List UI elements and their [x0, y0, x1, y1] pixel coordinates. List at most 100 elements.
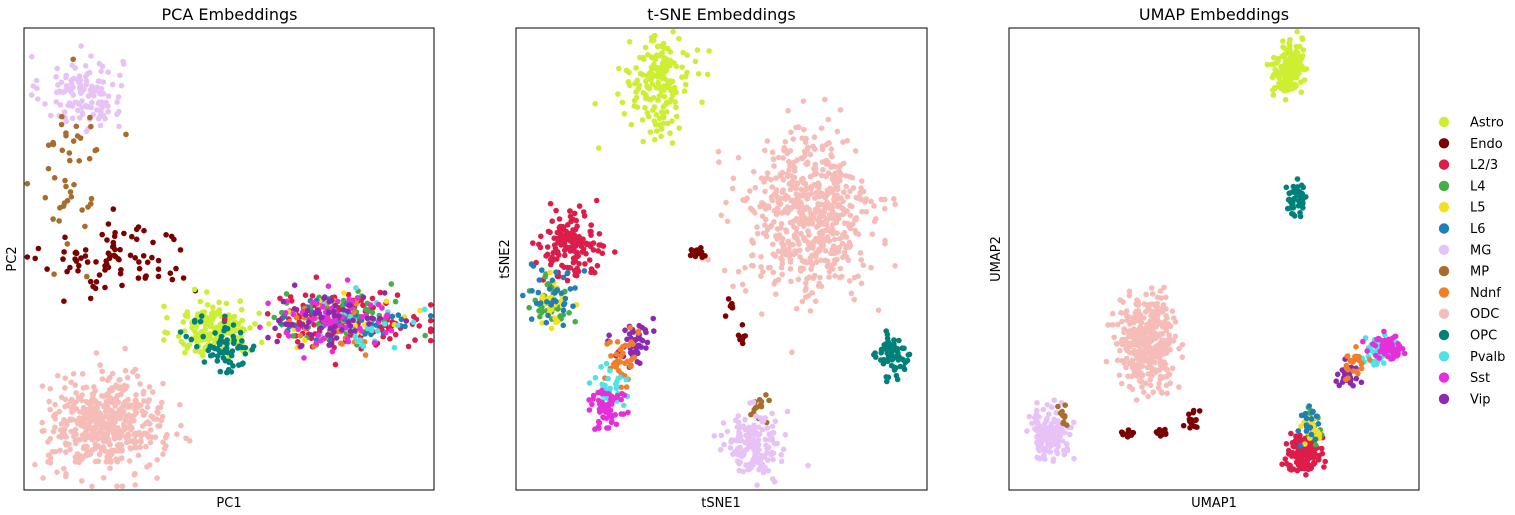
umap-point-mp: [1062, 402, 1068, 409]
tsne-point-odc: [773, 291, 779, 298]
pca-point-l5: [417, 307, 423, 314]
umap-point-opc: [1300, 200, 1306, 206]
pca-point-pvalb: [359, 342, 366, 349]
tsne-point-odc: [823, 157, 830, 164]
legend-item-opc: OPC: [1438, 329, 1497, 344]
pca-point-astro: [258, 339, 265, 346]
legend-item-sst: Sst: [1438, 371, 1490, 386]
tsne-point-mg: [769, 423, 776, 430]
umap-point-odc: [1154, 300, 1160, 307]
tsne-point-mg: [740, 452, 746, 459]
tsne-title: t-SNE Embeddings: [647, 5, 795, 24]
tsne-point-vip: [624, 336, 630, 343]
pca-xlabel: PC1: [216, 496, 241, 511]
pca-point-endo: [93, 279, 100, 285]
tsne-point-odc: [789, 204, 796, 210]
umap-point-odc: [1125, 342, 1131, 348]
tsne-point-l2-3: [570, 227, 576, 233]
tsne-point-endo: [699, 254, 705, 260]
legend-marker: [1438, 202, 1450, 213]
tsne-point-odc: [823, 173, 829, 180]
pca-point-odc: [119, 446, 125, 453]
tsne-point-mp: [758, 401, 764, 408]
pca-point-vip: [332, 323, 338, 330]
pca-point-odc: [108, 447, 115, 454]
pca-point-endo: [93, 259, 99, 265]
umap-point-odc: [1134, 339, 1140, 346]
umap-point-l6: [1303, 428, 1310, 434]
legend-label: MG: [1470, 243, 1491, 258]
pca-point-vip: [298, 343, 304, 350]
tsne-point-astro: [653, 128, 660, 134]
tsne-point-odc: [845, 257, 851, 264]
legend-label: Ndnf: [1470, 286, 1501, 301]
pca-point-vip: [299, 321, 306, 328]
tsne-point-mg: [753, 443, 760, 450]
pca-point-endo: [116, 256, 122, 263]
tsne-point-odc: [718, 212, 725, 219]
pca-point-l2-3: [302, 292, 309, 299]
legend-marker: [1438, 372, 1450, 383]
umap-point-odc: [1157, 361, 1163, 367]
umap-point-opc: [1294, 176, 1301, 182]
tsne-point-l2-3: [572, 272, 578, 279]
tsne-point-astro: [663, 109, 670, 115]
pca-point-mg: [117, 72, 123, 79]
umap-point-mg: [1067, 431, 1073, 438]
umap-point-astro: [1278, 64, 1284, 70]
tsne-point-mg: [778, 452, 784, 458]
tsne-point-sst: [595, 418, 602, 425]
umap-point-astro: [1264, 61, 1271, 68]
pca-point-mg: [61, 109, 68, 115]
pca-point-endo: [129, 233, 135, 240]
umap-point-odc: [1103, 358, 1110, 365]
pca-point-mg: [34, 85, 40, 92]
tsne-point-odc: [730, 283, 736, 290]
pca-point-odc: [133, 409, 140, 416]
umap-point-odc: [1161, 324, 1167, 330]
pca-point-odc: [85, 424, 92, 430]
pca-point-endo: [67, 264, 73, 271]
pca-point-endo: [136, 265, 143, 272]
tsne-point-l2-3: [549, 218, 555, 224]
pca-point-endo: [144, 259, 151, 266]
tsne-point-sst: [589, 401, 595, 408]
pca-point-astro: [186, 342, 192, 348]
legend-item-pvalb: Pvalb: [1438, 350, 1505, 365]
tsne-point-astro: [663, 101, 669, 108]
umap-point-mg: [1026, 413, 1033, 420]
tsne-point-astro: [666, 62, 673, 69]
tsne-point-odc: [800, 98, 807, 104]
pca-point-odc: [160, 380, 166, 387]
pca-point-astro: [164, 314, 170, 321]
legend-marker: [1438, 308, 1450, 319]
tsne-point-l2-3: [569, 217, 575, 223]
pca-point-mp: [123, 131, 129, 138]
umap-point-endo: [1190, 407, 1197, 414]
pca-point-endo: [110, 243, 117, 249]
pca-point-endo: [136, 259, 142, 265]
umap-point-odc: [1152, 359, 1158, 366]
pca-point-mg: [88, 104, 94, 111]
pca-point-odc: [82, 411, 89, 418]
tsne-point-odc: [794, 180, 800, 186]
pca-point-astro: [256, 310, 263, 317]
pca-point-endo: [35, 245, 42, 252]
umap-point-odc: [1149, 285, 1155, 291]
pca-point-mg: [98, 86, 105, 92]
pca-point-mp: [88, 195, 95, 202]
umap-point-odc: [1125, 373, 1131, 380]
pca-point-odc: [92, 425, 98, 432]
tsne-point-mg: [767, 436, 773, 443]
tsne-point-odc: [822, 96, 828, 103]
tsne-point-odc: [828, 146, 835, 152]
tsne-point-vip: [634, 349, 640, 355]
umap-point-l2-3: [1279, 461, 1285, 468]
pca-point-astro: [191, 286, 198, 293]
tsne-point-pvalb: [613, 383, 620, 389]
pca-point-mg: [54, 65, 60, 72]
pca-point-opc: [242, 351, 249, 357]
tsne-point-l6: [558, 290, 565, 297]
pca-point-odc: [113, 448, 119, 454]
pca-point-l2-3: [313, 274, 320, 281]
